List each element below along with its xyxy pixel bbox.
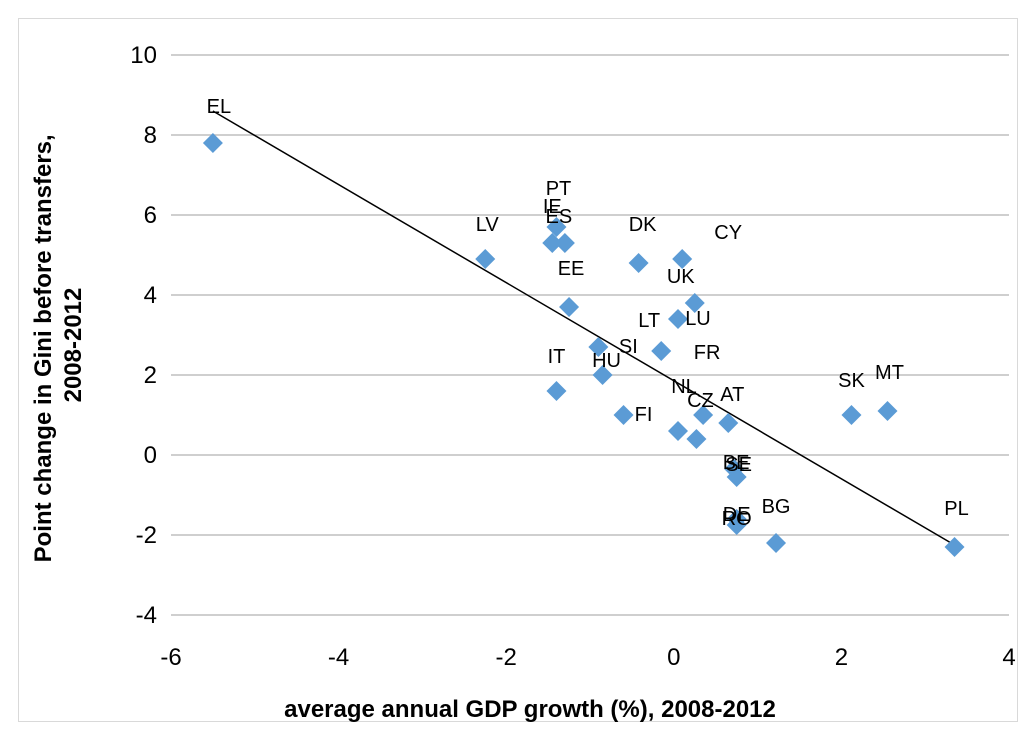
x-axis-title: average annual GDP growth (%), 2008-2012 (284, 696, 776, 723)
x-tick-label: -4 (328, 644, 349, 671)
point-label-ro: RO (722, 508, 752, 530)
y-axis-title-line-1: Point change in Gini before transfers, (30, 134, 57, 562)
data-point-cy (672, 249, 693, 269)
point-label-el: EL (207, 96, 231, 118)
data-point-mt (877, 401, 898, 421)
point-label-se: SE (725, 454, 752, 476)
x-tick-label: -2 (496, 644, 517, 671)
point-label-pt: PT (546, 178, 572, 200)
data-point-ie (542, 233, 563, 253)
data-point-es (554, 233, 575, 253)
data-point-el (202, 133, 223, 153)
x-tick-label: 2 (835, 644, 848, 671)
point-label-it: IT (548, 346, 566, 368)
data-point-pl (944, 537, 965, 557)
point-label-uk: UK (667, 266, 695, 288)
x-tick-label: 0 (667, 644, 680, 671)
point-label-bg: BG (762, 496, 791, 518)
point-label-lu: LU (685, 308, 711, 330)
data-point-hu (592, 365, 613, 385)
y-axis-title-line-2: 2008-2012 (60, 288, 87, 403)
point-label-cy: CY (714, 222, 742, 244)
y-tick-label: -2 (136, 522, 157, 549)
data-point-se (726, 467, 747, 487)
data-point-si (588, 337, 609, 357)
data-point-cz (686, 429, 707, 449)
point-label-fi: FI (635, 404, 653, 426)
x-axis-ticks: -6 -4 -2 0 2 4 (160, 644, 1015, 671)
point-label-nl: NL (671, 376, 697, 398)
y-tick-label: 10 (130, 42, 157, 69)
data-point-lu (667, 309, 688, 329)
y-tick-label: -4 (136, 602, 157, 629)
data-point-pt (546, 217, 567, 237)
chart-frame: -4 -2 0 2 4 6 8 10 -6 -4 -2 0 2 4 EL LV PT IE ES EE SI HU IT… (18, 18, 1018, 723)
data-point-dk (628, 253, 649, 273)
point-label-be: BE (723, 452, 750, 474)
point-label-hu: HU (592, 350, 621, 372)
point-label-si: SI (619, 336, 638, 358)
data-point-uk (684, 293, 705, 313)
data-point-fr (693, 405, 714, 425)
point-label-es: ES (546, 206, 573, 228)
data-point-fi (613, 405, 634, 425)
data-point-sk (841, 405, 862, 425)
point-label-cz: CZ (687, 390, 714, 412)
data-point-at (718, 413, 739, 433)
x-tick-label: 4 (1002, 644, 1015, 671)
data-point-ee (559, 297, 580, 317)
point-label-de: DE (723, 504, 751, 526)
point-label-ee: EE (558, 258, 585, 280)
data-point-ro (726, 515, 747, 535)
point-label-pl: PL (944, 498, 968, 520)
point-label-at: AT (720, 384, 744, 406)
point-label-dk: DK (629, 214, 657, 236)
x-tick-label: -6 (160, 644, 181, 671)
point-label-ie: IE (543, 196, 562, 218)
y-axis-ticks: -4 -2 0 2 4 6 8 10 (130, 42, 157, 629)
y-tick-label: 2 (144, 362, 157, 389)
data-point-bg (766, 533, 787, 553)
point-label-sk: SK (838, 370, 865, 392)
trendline (212, 110, 955, 546)
trendline-layer (212, 110, 955, 546)
data-point-nl (667, 421, 688, 441)
point-label-fr: FR (694, 342, 721, 364)
point-label-lv: LV (476, 214, 500, 236)
y-tick-label: 0 (144, 442, 157, 469)
data-point-lv (475, 249, 496, 269)
gridlines (171, 54, 1009, 616)
data-point-it (546, 381, 567, 401)
data-points (202, 133, 965, 557)
y-tick-label: 8 (144, 122, 157, 149)
point-label-mt: MT (875, 362, 904, 384)
y-axis-title: Point change in Gini before transfers, 2… (30, 128, 87, 563)
point-label-lt: LT (638, 310, 660, 332)
data-point-lt (651, 341, 672, 361)
y-tick-label: 4 (144, 282, 157, 309)
y-tick-label: 6 (144, 202, 157, 229)
